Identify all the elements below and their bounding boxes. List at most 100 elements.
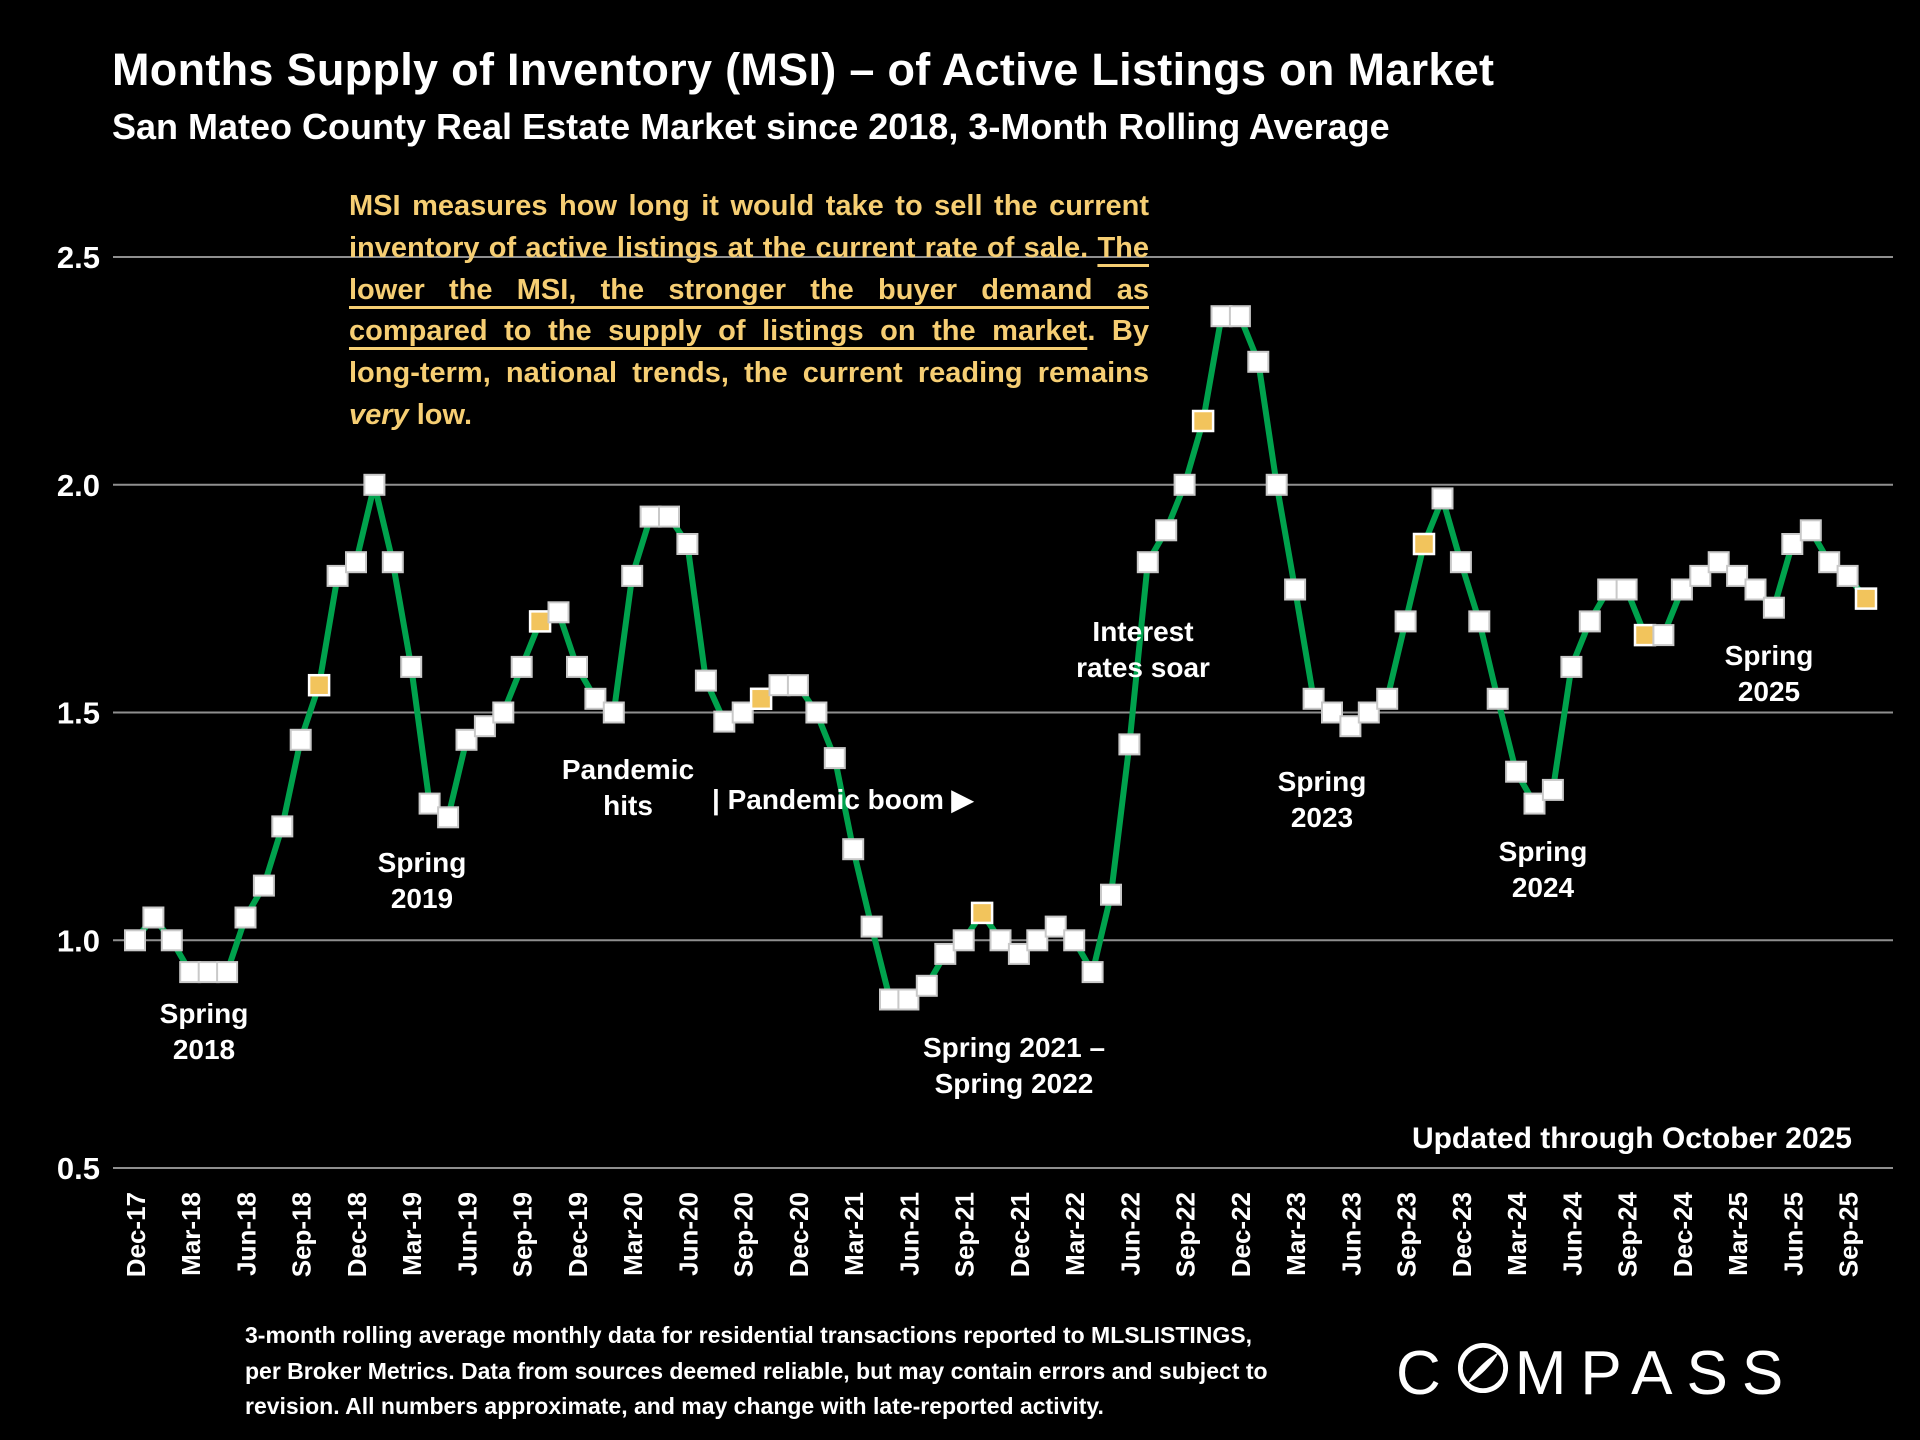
data-marker: [1726, 564, 1749, 587]
data-marker: [381, 551, 404, 574]
x-tick-label: Mar-20: [618, 1192, 648, 1276]
data-marker: [915, 974, 938, 997]
data-marker: [934, 942, 957, 965]
data-marker: [1376, 687, 1399, 710]
data-marker: [1081, 961, 1104, 984]
data-marker-highlighted: [528, 610, 552, 633]
data-marker: [455, 728, 478, 751]
explainer-italic: very: [349, 398, 409, 431]
data-marker: [1523, 792, 1546, 815]
x-tick-label: Dec-21: [1005, 1192, 1035, 1277]
x-tick-label: Dec-18: [342, 1192, 372, 1277]
x-tick-label: Mar-24: [1502, 1191, 1532, 1275]
x-tick-label: Jun-20: [673, 1192, 703, 1276]
page-title: Months Supply of Inventory (MSI) – of Ac…: [112, 44, 1495, 95]
data-marker: [731, 701, 754, 724]
x-tick-label: Dec-23: [1447, 1192, 1477, 1277]
data-marker: [124, 929, 146, 952]
data-marker: [1449, 551, 1472, 574]
x-tick-label: Sep-22: [1171, 1192, 1201, 1277]
annotation-spring-2025: Spring 2025: [1724, 640, 1814, 708]
data-marker: [252, 874, 275, 897]
data-marker: [197, 961, 220, 984]
data-marker: [1578, 610, 1601, 633]
data-marker: [1210, 305, 1233, 328]
data-marker: [1818, 551, 1841, 574]
data-marker: [271, 815, 294, 838]
x-tick-label: Jun-22: [1115, 1192, 1145, 1276]
x-tick-label: Sep-21: [950, 1192, 980, 1277]
data-marker: [1247, 350, 1270, 373]
x-tick-label: Sep-19: [508, 1192, 538, 1277]
explainer-plain: MSI measures how long it would take to s…: [349, 190, 1149, 264]
x-tick-label: Dec-24: [1668, 1191, 1698, 1277]
data-marker: [694, 669, 717, 692]
data-marker: [1541, 778, 1564, 801]
data-marker: [1468, 610, 1491, 633]
data-marker: [879, 988, 901, 1011]
data-marker: [1615, 578, 1638, 601]
data-marker: [639, 505, 662, 528]
data-marker: [1100, 883, 1122, 906]
data-marker: [289, 728, 312, 751]
explainer-underlined: The lower the MSI, the stronger the buye…: [349, 231, 1149, 348]
x-tick-label: Dec-20: [784, 1192, 814, 1277]
explainer-plain-2: . By long-term, national trends, the cur…: [349, 315, 1149, 389]
data-marker-highlighted: [970, 901, 994, 925]
disclaimer-line-3: revision. All numbers approximate, and m…: [245, 1393, 1104, 1420]
data-marker: [326, 564, 349, 587]
data-marker: [1302, 687, 1325, 710]
disclaimer-line-2: per Broker Metrics. Data from sources de…: [245, 1357, 1268, 1384]
data-marker: [1118, 733, 1141, 756]
y-tick-label: 0.5: [57, 1151, 100, 1186]
x-tick-label: Mar-23: [1281, 1192, 1311, 1276]
data-marker: [1136, 551, 1159, 574]
data-marker: [1044, 915, 1067, 938]
updated-through-label: Updated through October 2025: [1411, 1122, 1852, 1155]
data-marker: [418, 792, 441, 815]
data-marker: [1689, 564, 1712, 587]
compass-logo-mpass: MPASS: [1514, 1339, 1798, 1408]
x-tick-label: Mar-19: [397, 1192, 427, 1276]
data-marker: [1007, 942, 1030, 965]
data-marker-highlighted: [1191, 409, 1215, 433]
compass-logo: C MPASS: [1396, 1338, 1797, 1409]
data-marker: [1155, 519, 1178, 542]
y-tick-label: 1.5: [57, 696, 100, 731]
annotation-pandemic-boom: | Pandemic boom ▶: [712, 784, 974, 815]
data-marker-highlighted: [307, 673, 331, 697]
annotation-spring-2024: Spring 2024: [1498, 836, 1588, 904]
page-subtitle: San Mateo County Real Estate Market sinc…: [112, 106, 1390, 147]
x-tick-label: Mar-18: [176, 1192, 206, 1276]
data-marker: [1744, 578, 1767, 601]
y-tick-label: 2.0: [57, 468, 100, 503]
data-marker: [1762, 596, 1785, 619]
data-marker: [786, 674, 809, 697]
data-marker: [1173, 473, 1196, 496]
data-marker: [1431, 487, 1454, 510]
data-marker: [1597, 578, 1620, 601]
data-marker-highlighted: [1412, 532, 1436, 556]
x-tick-label: Mar-25: [1723, 1192, 1753, 1276]
y-tick-label: 1.0: [57, 923, 100, 958]
x-tick-label: Sep-20: [729, 1192, 759, 1277]
x-tick-label: Jun-18: [232, 1192, 262, 1276]
data-marker: [952, 929, 975, 952]
data-marker: [1505, 760, 1528, 783]
data-marker: [1560, 655, 1583, 678]
x-tick-label: Dec-22: [1226, 1192, 1256, 1277]
annotation-interest-rates-soar: Interest rates soar: [1076, 616, 1210, 684]
data-marker: [989, 929, 1012, 952]
annotation-spring-2019: Spring 2019: [377, 847, 467, 915]
data-marker: [142, 906, 165, 929]
data-marker: [1063, 929, 1086, 952]
x-tick-label: Jun-24: [1557, 1191, 1587, 1275]
data-marker: [547, 601, 570, 624]
x-tick-label: Jun-21: [894, 1192, 924, 1276]
data-marker: [1670, 578, 1693, 601]
data-marker: [216, 961, 239, 984]
annotation-spring-2018: Spring 2018: [159, 998, 249, 1066]
compass-logo-c: C: [1396, 1339, 1455, 1408]
